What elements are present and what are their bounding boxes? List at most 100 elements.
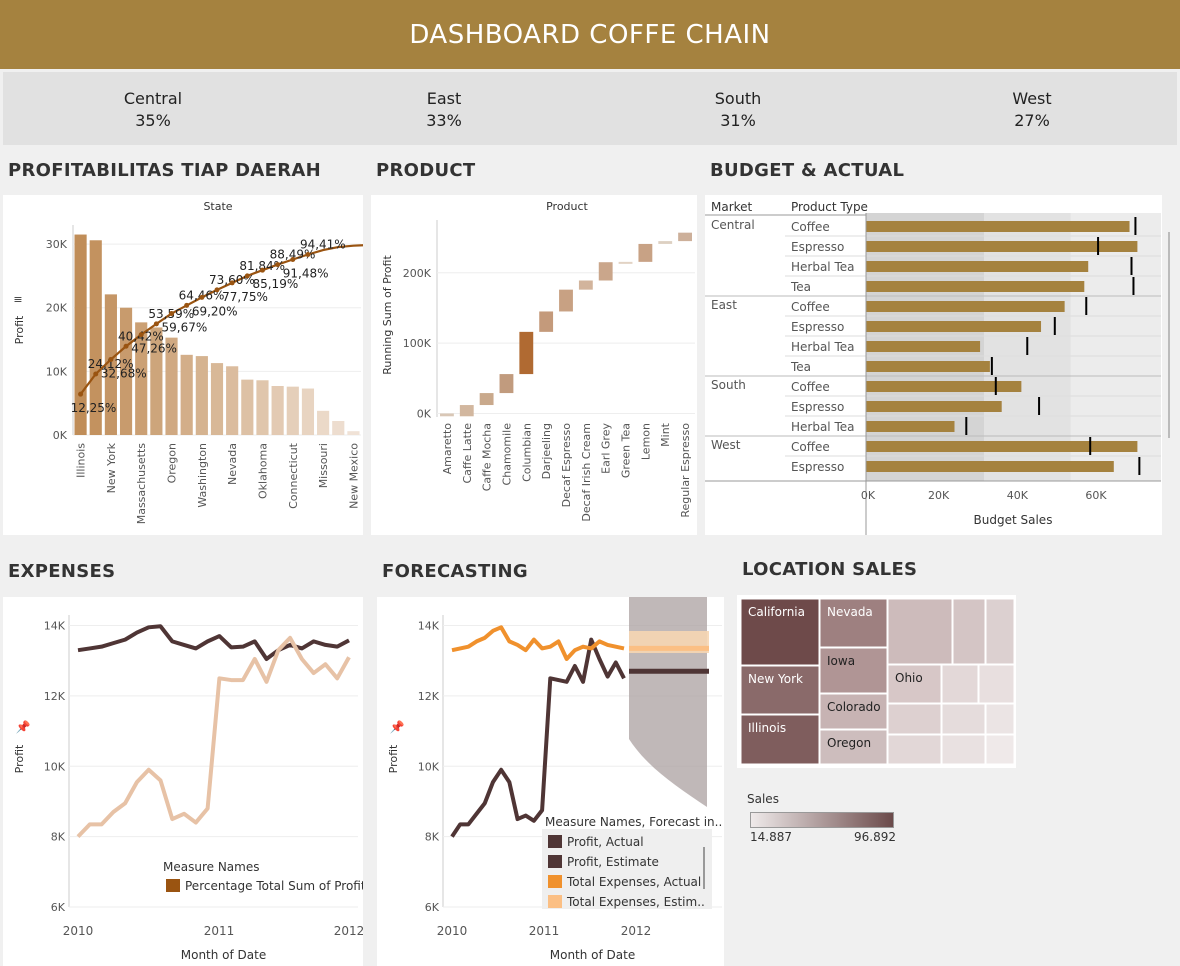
state-profit-chart[interactable]: State 0K 10K 20K 30K Profit ≡ 12,25% 24,12% 32,68…: [3, 195, 363, 535]
state-bar: [195, 356, 208, 435]
region-value: 31%: [720, 111, 756, 130]
state-bar: [135, 322, 148, 435]
expenses-svg: 6K 8K 10K 12K 14K Profit 📌 2010 2011 2012 Month of…: [13, 615, 363, 962]
y-tick-label: 200K: [403, 267, 432, 280]
chart-header-product: Product: [546, 200, 588, 213]
location-treemap[interactable]: California Nevada New York Iowa Ohio Illinois…: [737, 595, 1016, 768]
expenses-chart[interactable]: 6K 8K 10K 12K 14K Profit 📌 2010 2011 2012 Month of…: [3, 597, 363, 966]
y-tick-label: 0K: [417, 407, 432, 420]
actual-bar: [866, 301, 1065, 312]
x-tick-label: 2010: [63, 924, 94, 938]
x-tick-label: Caffe Latte: [461, 423, 474, 484]
pareto-data-label: 69,20%: [192, 304, 238, 318]
product-type-label: Espresso: [791, 460, 844, 474]
treemap-label: Nevada: [827, 605, 873, 619]
product-bar: [479, 393, 494, 406]
x-axis-label: Budget Sales: [974, 513, 1053, 527]
pareto-point: [138, 332, 144, 338]
region-summary: Central 35% East 33% South 31% West 27%: [3, 72, 1177, 145]
product-bar: [598, 262, 613, 281]
x-tick-label: 2010: [437, 924, 468, 938]
x-tick-label: Decaf Espresso: [560, 423, 573, 508]
y-tick-label: 30K: [46, 238, 68, 251]
product-waterfall-chart[interactable]: Product 0K 100K 200K Running Sum of Profit Am…: [371, 195, 697, 535]
legend-label: Profit, Actual: [567, 835, 644, 849]
product-type-label: Espresso: [791, 400, 844, 414]
actual-bar: [866, 321, 1042, 332]
forecast-svg: 6K 8K 10K 12K 14K Profit 📌 2010 2011 2012 Month of…: [387, 597, 722, 962]
pareto-point: [199, 294, 205, 300]
product-bar: [519, 331, 534, 375]
treemap-cell: [819, 693, 888, 730]
pareto-point: [305, 252, 311, 258]
y-tick-label: 6K: [425, 901, 440, 914]
actual-bar: [866, 381, 1022, 392]
state-bar: [301, 388, 315, 435]
actual-bar: [866, 221, 1130, 232]
state-bar: [286, 386, 299, 435]
treemap-cell: [887, 664, 942, 704]
pareto-data-label: 77,75%: [222, 290, 268, 304]
y-axis-label: Profit: [13, 315, 26, 344]
pareto-point: [78, 391, 84, 397]
pareto-point: [214, 287, 220, 293]
product-bar: [658, 241, 673, 244]
budget-actual-svg: Market Product Type Central Coffee Espresso H…: [705, 200, 1161, 535]
x-tick-label: New York: [105, 442, 118, 493]
legend-swatch: [548, 875, 562, 888]
y-tick-label: 12K: [418, 690, 440, 703]
treemap-label: Ohio: [895, 671, 923, 685]
sales-gradient-legend: [750, 812, 894, 828]
state-bar: [210, 363, 224, 435]
pareto-data-label: 12,25%: [71, 401, 117, 415]
x-tick-label: Illinois: [75, 443, 88, 478]
product-type-label: Tea: [790, 360, 811, 374]
x-tick-label: Oklahoma: [256, 443, 269, 499]
budget-scrollbar[interactable]: [1168, 232, 1170, 438]
pareto-data-label: 32,68%: [101, 366, 147, 380]
legend-label: Percentage Total Sum of Profit: [185, 879, 363, 893]
state-bar: [271, 386, 284, 435]
budget-actual-chart[interactable]: Market Product Type Central Coffee Espresso H…: [705, 195, 1162, 535]
x-axis-label: Month of Date: [181, 948, 267, 962]
pareto-data-label: 85,19%: [252, 277, 298, 291]
state-bar: [150, 327, 163, 435]
market-label: East: [711, 298, 737, 312]
legend-label: Total Expenses, Actual: [566, 875, 701, 889]
region-central: Central 35%: [63, 88, 243, 132]
sales-legend-min: 14.887: [750, 830, 792, 844]
x-tick-label: Washington: [196, 443, 209, 508]
sales-legend-max: 96.892: [854, 830, 896, 844]
state-bar: [119, 307, 133, 435]
forecast-series-line: [451, 625, 625, 661]
region-value: 35%: [135, 111, 171, 130]
actual-bar: [866, 401, 1002, 412]
treemap-cell: [978, 664, 1015, 704]
treemap-label: California: [748, 605, 805, 619]
pin-icon: 📌: [390, 719, 405, 734]
x-tick-label: Columbian: [520, 423, 533, 482]
product-type-label: Coffee: [791, 380, 830, 394]
forecast-series-line: [450, 637, 626, 838]
pareto-point: [153, 321, 159, 327]
product-bar: [539, 311, 554, 332]
actual-bar: [866, 241, 1138, 252]
pct-profit-line: [76, 635, 351, 839]
product-bar: [499, 374, 514, 394]
forecast-chart[interactable]: 6K 8K 10K 12K 14K Profit 📌 2010 2011 2012 Month of…: [377, 597, 724, 966]
region-name: East: [426, 89, 462, 108]
section-title-forecasting: FORECASTING: [382, 561, 528, 582]
x-axis-label: Month of Date: [550, 948, 636, 962]
profit-line: [77, 624, 350, 661]
treemap-cell: [941, 703, 986, 735]
product-bar: [578, 280, 593, 290]
pareto-data-label: 59,67%: [162, 321, 208, 335]
state-bar: [226, 366, 239, 435]
pareto-point: [229, 280, 235, 286]
actual-bar: [866, 341, 981, 352]
chart-header-state: State: [203, 200, 232, 213]
pareto-line: [79, 244, 363, 395]
region-east: East 33%: [354, 88, 534, 132]
actual-bar: [866, 461, 1114, 472]
product-type-label: Herbal Tea: [791, 420, 855, 434]
